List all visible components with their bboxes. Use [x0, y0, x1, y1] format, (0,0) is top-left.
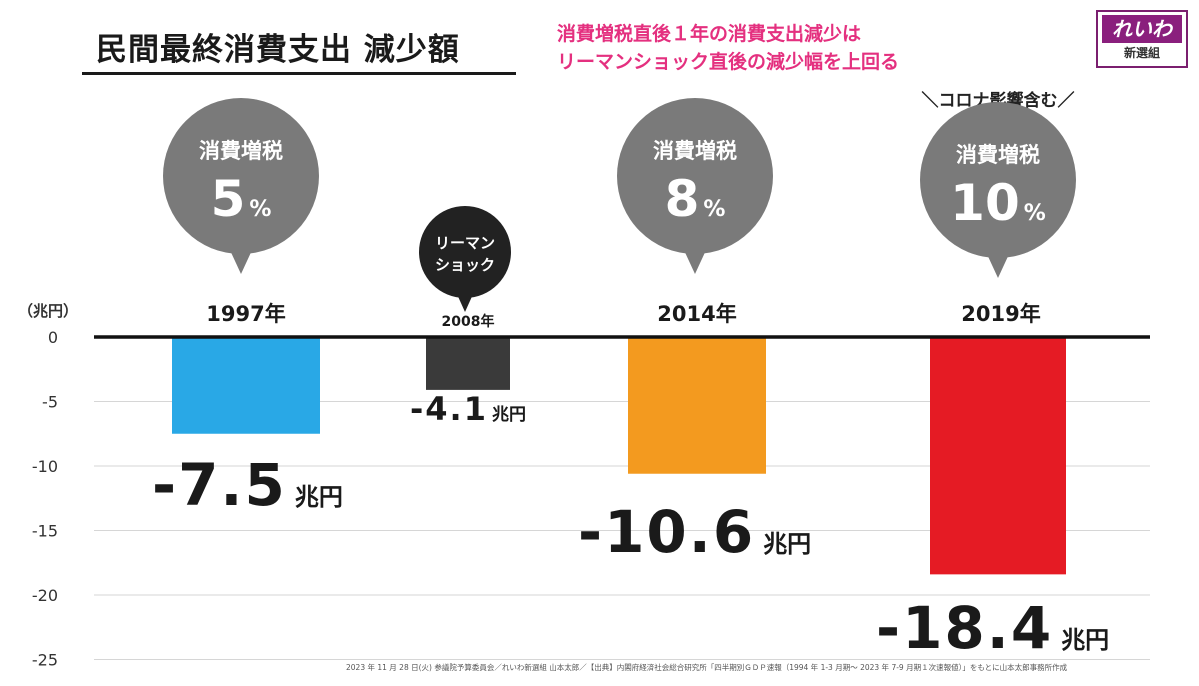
bubble: [920, 102, 1076, 258]
bar-2019年: [930, 337, 1066, 575]
bubble-pointer: [229, 248, 253, 274]
title-underline: [82, 72, 516, 75]
bubble-rate-unit: %: [703, 197, 725, 222]
bubble-pointer: [456, 292, 474, 312]
logo-mark: れいわ: [1102, 15, 1182, 43]
y-tick-label: -15: [32, 522, 58, 541]
bubble-label: 消費増税: [199, 139, 283, 163]
corona-note: ＼コロナ影響含む／: [921, 91, 1075, 111]
bubble: [419, 206, 511, 298]
bubble-rate-number: 8: [665, 170, 700, 228]
value-number: -18.4: [876, 594, 1053, 662]
value-label: -4.1 兆円: [410, 390, 526, 428]
value-number: -10.6: [578, 498, 755, 566]
bubble: [617, 98, 773, 254]
logo-subtitle: 新選組: [1123, 46, 1160, 60]
bar-1997年: [172, 337, 320, 434]
bubble-label: 消費増税: [956, 143, 1040, 167]
category-label: 1997年: [206, 302, 285, 326]
headline-line-1: 消費増税直後１年の消費支出減少は: [557, 23, 862, 45]
category-label: 2019年: [961, 302, 1040, 326]
value-number: -4.1: [410, 390, 488, 428]
bubble-rate-unit: %: [1024, 201, 1046, 226]
y-tick-label: 0: [48, 328, 58, 347]
y-tick-label: -25: [32, 651, 58, 670]
bubble: [163, 98, 319, 254]
bubble-pointer: [683, 248, 707, 274]
bubble-rate-number: 10: [950, 174, 1020, 232]
source-note: 2023 年 11 月 28 日(火) 参議院予算委員会／れいわ新選組 山本太郎…: [346, 663, 1068, 672]
chart-title: 民間最終消費支出 減少額: [96, 32, 460, 68]
value-unit: 兆円: [1061, 626, 1109, 654]
bubble-rate: 10%: [950, 174, 1046, 232]
bubble-label: 消費増税: [653, 139, 737, 163]
bubble-label: ショック: [435, 256, 495, 274]
category-label: 2014年: [657, 302, 736, 326]
category-label: 2008年: [442, 313, 495, 330]
bar-2008年: [426, 337, 510, 390]
headline-line-2: リーマンショック直後の減少幅を上回る: [557, 51, 900, 73]
value-number: -7.5: [152, 451, 287, 519]
value-label: -10.6 兆円: [578, 498, 811, 566]
value-label: -7.5 兆円: [152, 451, 343, 519]
y-axis-label: （兆円）: [18, 302, 78, 320]
value-unit: 兆円: [492, 405, 526, 425]
y-tick-label: -5: [42, 393, 58, 412]
bar-2014年: [628, 337, 766, 474]
value-unit: 兆円: [295, 483, 343, 511]
reiwa-logo: れいわ 新選組: [1096, 10, 1188, 68]
bubble-rate-number: 5: [211, 170, 246, 228]
bubble-rate: 5%: [211, 170, 272, 228]
value-unit: 兆円: [763, 530, 811, 558]
y-tick-label: -10: [32, 457, 58, 476]
value-label: -18.4 兆円: [876, 594, 1109, 662]
bubble-pointer: [986, 252, 1010, 278]
bubble-rate-unit: %: [249, 197, 271, 222]
headline: 消費増税直後１年の消費支出減少は リーマンショック直後の減少幅を上回る: [557, 20, 977, 76]
y-tick-label: -20: [32, 586, 58, 605]
bubble-label: リーマン: [435, 234, 495, 252]
bubble-rate: 8%: [665, 170, 726, 228]
